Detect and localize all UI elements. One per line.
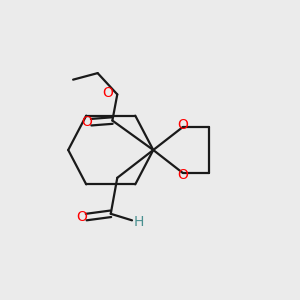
Text: O: O [76,210,87,224]
Text: O: O [103,86,114,100]
Text: O: O [82,115,93,129]
Text: O: O [177,167,188,182]
Text: H: H [134,215,144,229]
Text: O: O [177,118,188,133]
